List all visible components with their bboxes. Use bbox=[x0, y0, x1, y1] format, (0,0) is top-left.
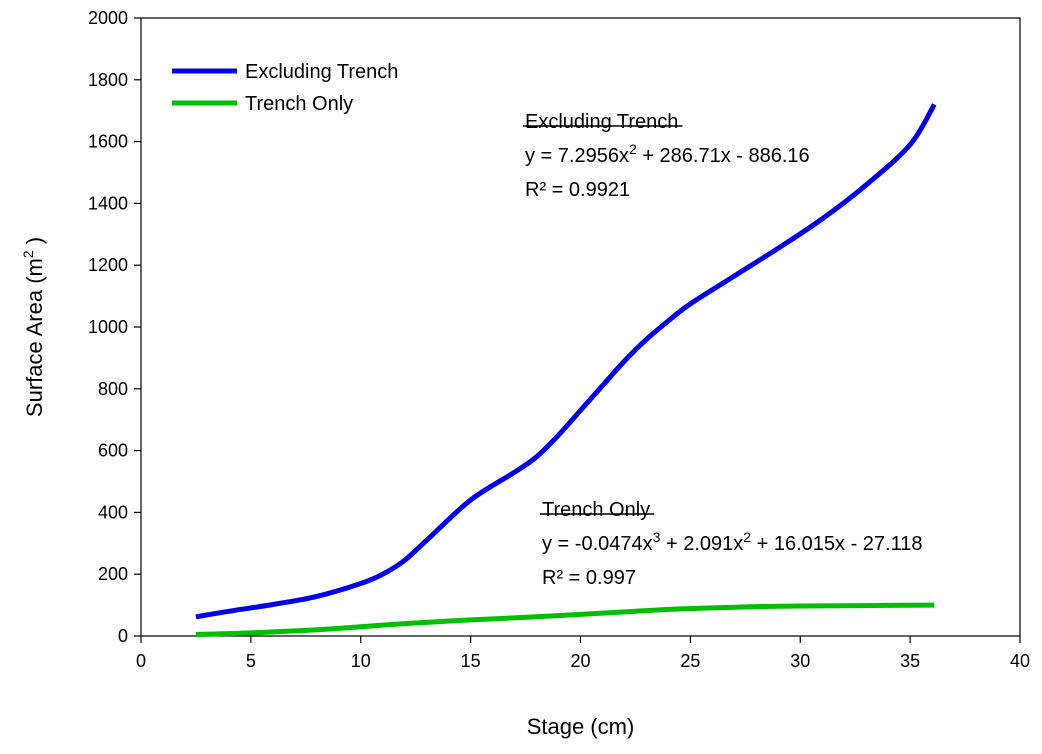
annotation-r-squared: R² = 0.9921 bbox=[525, 179, 630, 201]
series-line-1 bbox=[195, 602, 935, 637]
annotation-r-squared: R² = 0.997 bbox=[542, 567, 636, 589]
equation-superscript: 2 bbox=[743, 529, 751, 545]
annotation-title: Excluding Trench bbox=[525, 111, 678, 133]
series-lines bbox=[195, 103, 937, 637]
equation-part: y = 7.2956x bbox=[525, 145, 629, 167]
legend-label-1: Trench Only bbox=[245, 93, 353, 115]
equation-part: + 16.015x - 27.118 bbox=[751, 533, 922, 555]
x-tick-label: 5 bbox=[246, 651, 256, 671]
x-tick-label: 40 bbox=[1010, 651, 1030, 671]
legend-label-0: Excluding Trench bbox=[245, 61, 398, 83]
y-tick-label: 1600 bbox=[88, 132, 128, 152]
equation-superscript: 3 bbox=[653, 529, 661, 545]
equation-part: y = -0.0474x bbox=[542, 533, 653, 555]
x-tick-label: 0 bbox=[136, 651, 146, 671]
y-axis-label-main: Surface Area (m bbox=[22, 258, 47, 417]
annotation-equation: y = 7.2956x2 + 286.71x - 886.16 bbox=[525, 141, 810, 167]
series-line-0 bbox=[195, 103, 937, 620]
y-axis-label: Surface Area (m2 ) bbox=[20, 237, 47, 417]
y-axis-label-superscript: 2 bbox=[20, 250, 36, 258]
y-tick-label: 1800 bbox=[88, 70, 128, 90]
y-tick-label: 200 bbox=[98, 564, 128, 584]
x-tick-label: 10 bbox=[351, 651, 371, 671]
y-tick-label: 1000 bbox=[88, 317, 128, 337]
axes: 0 5 10 15 20 25 30 35 40020040060080010001200140… bbox=[20, 8, 1030, 739]
x-tick-label: 30 bbox=[790, 651, 810, 671]
y-tick-label: 600 bbox=[98, 441, 128, 461]
legend: Excluding Trench Trench Only bbox=[172, 61, 398, 115]
x-tick-label: 15 bbox=[461, 651, 481, 671]
y-axis-label-tail: ) bbox=[22, 237, 47, 250]
y-tick-label: 1400 bbox=[88, 193, 128, 213]
equation-part: + 286.71x - 886.16 bbox=[637, 145, 810, 167]
trendline-annotation-0: Excluding Trench y = 7.2956x2 + 286.71x -… bbox=[523, 111, 810, 201]
annotation-title: Trench Only bbox=[542, 499, 650, 521]
annotation-equation: y = -0.0474x3 + 2.091x2 + 16.015x - 27.1… bbox=[542, 529, 923, 555]
trendline-annotation-1: Trench Only y = -0.0474x3 + 2.091x2 + 16.… bbox=[540, 499, 923, 589]
y-tick-label: 2000 bbox=[88, 8, 128, 28]
y-tick-label: 800 bbox=[98, 379, 128, 399]
x-tick-label: 20 bbox=[570, 651, 590, 671]
x-tick-label: 35 bbox=[900, 651, 920, 671]
equation-superscript: 2 bbox=[629, 141, 637, 157]
x-axis-label: Stage (cm) bbox=[527, 714, 635, 739]
equation-part: + 2.091x bbox=[660, 533, 743, 555]
x-tick-label: 25 bbox=[680, 651, 700, 671]
y-tick-label: 0 bbox=[118, 626, 128, 646]
y-tick-label: 1200 bbox=[88, 255, 128, 275]
y-tick-label: 400 bbox=[98, 502, 128, 522]
